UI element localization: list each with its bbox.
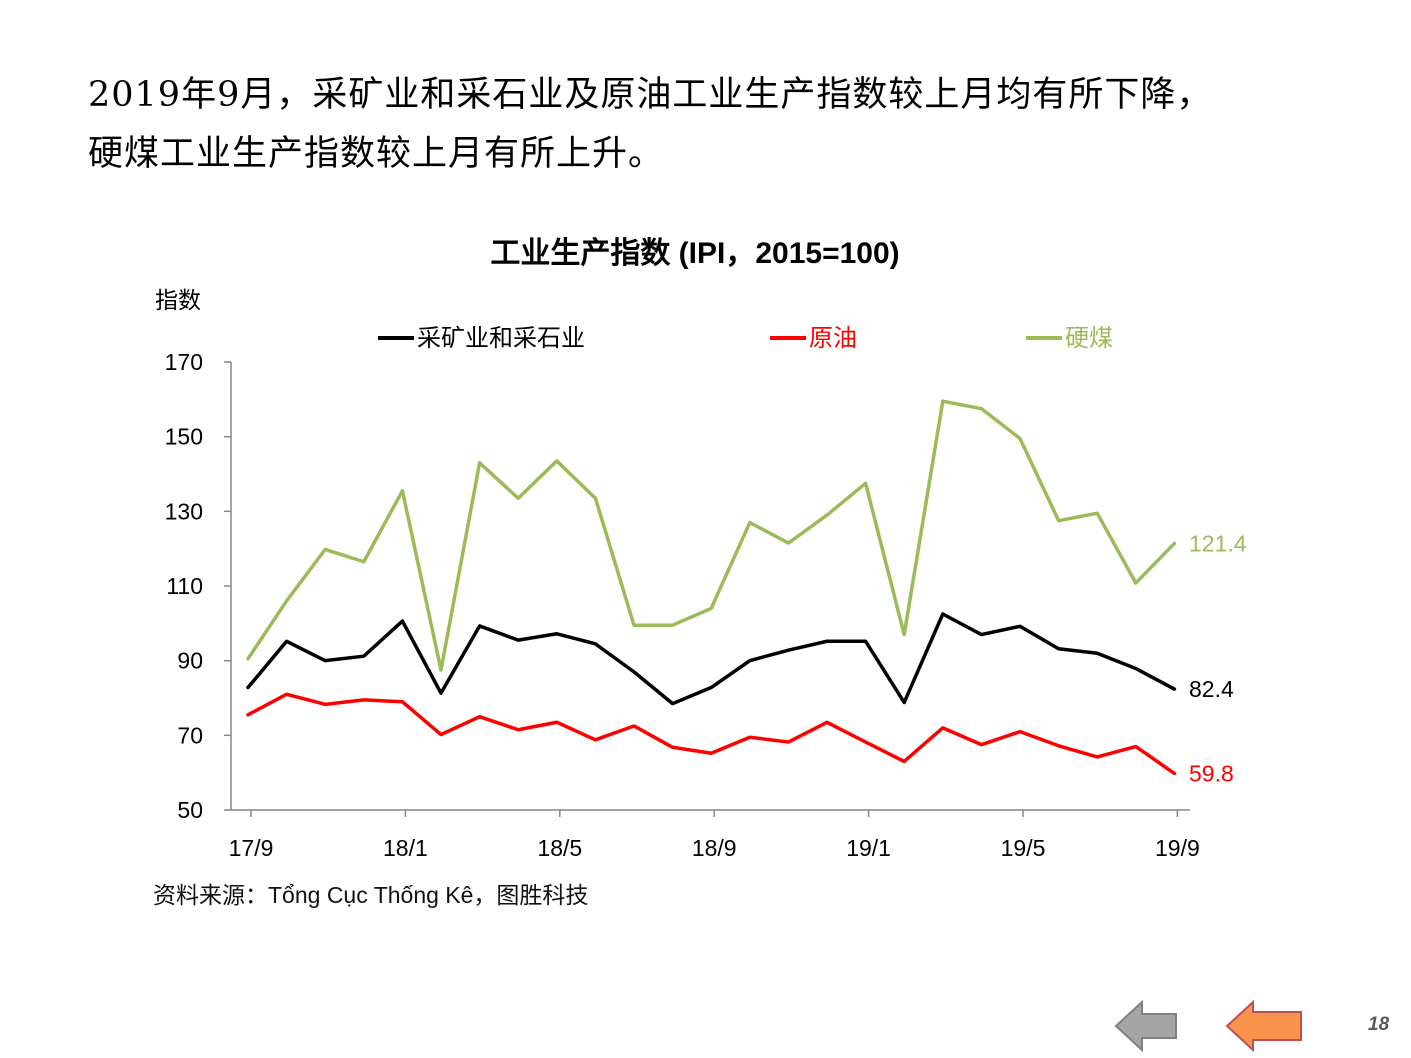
end-value-label: 121.4 [1189,530,1247,556]
legend-label: 硬煤 [1065,324,1113,352]
headline-line-1: 2019年9月，采矿业和采石业及原油工业生产指数较上月均有所下降， [88,75,1213,115]
y-tick-label: 170 [165,349,203,375]
source-note: 资料来源：Tổng Cục Thống Kê，图胜科技 [153,882,589,908]
y-axis: 50 70 90 110 130 150 170 [165,349,232,823]
y-tick-label: 150 [165,424,203,450]
legend-label: 采矿业和采石业 [417,324,585,352]
chart-legend: 采矿业和采石业 原油 硬煤 [378,324,1113,352]
page-number: 18 [1368,1014,1390,1035]
x-tick-label: 18/9 [692,835,737,861]
y-axis-label: 指数 [155,288,201,314]
back-button[interactable] [1112,996,1182,1056]
series-layer: 82.4 59.8 121.4 [246,399,1247,786]
x-axis: 17/9 18/1 18/5 18/9 19/1 19/5 19/9 [229,809,1200,861]
y-tick-label: 130 [165,498,203,524]
x-tick-label: 18/1 [383,835,428,861]
series-line [246,692,1177,776]
y-tick-label: 110 [166,573,203,599]
legend-label: 原油 [809,324,857,352]
end-value-label: 59.8 [1189,760,1234,786]
end-value-label: 82.4 [1189,676,1234,702]
forward-button[interactable] [1223,996,1305,1056]
y-tick-label: 70 [177,722,203,748]
forward-arrow-icon [1225,999,1302,1053]
x-tick-label: 17/9 [229,835,274,861]
y-tick-label: 50 [177,797,203,823]
series-line [246,612,1177,706]
x-tick-label: 18/5 [537,835,582,861]
chart-title: 工业生产指数 (IPI，2015=100) [490,237,899,270]
headline: 2019年9月，采矿业和采石业及原油工业生产指数较上月均有所下降， 硬煤工业生产… [88,66,1348,184]
back-arrow-icon [1114,999,1177,1053]
x-tick-label: 19/9 [1155,835,1200,861]
series-line [246,399,1177,672]
y-tick-label: 90 [177,648,203,674]
x-tick-label: 19/5 [1001,835,1046,861]
headline-line-2: 硬煤工业生产指数较上月有所上升。 [88,134,665,174]
x-tick-label: 19/1 [846,835,891,861]
